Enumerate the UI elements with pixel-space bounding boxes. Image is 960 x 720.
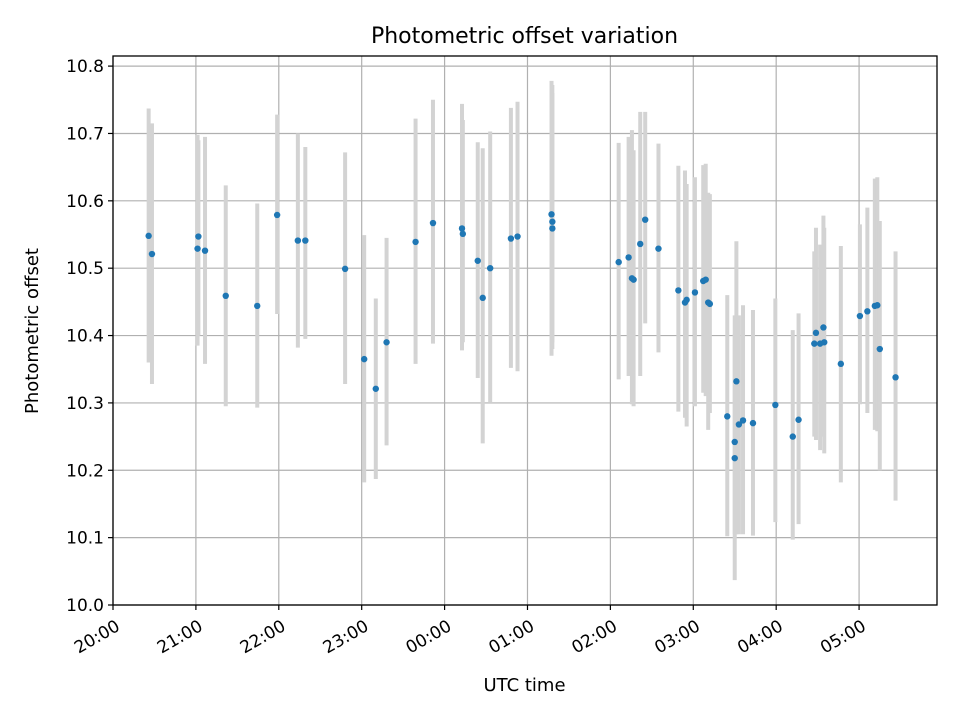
x-tick-label: 00:00 <box>403 616 455 658</box>
data-point <box>507 235 515 242</box>
y-axis-ticks: 10.0 10.1 10.2 10.3 10.4 10.5 10.6 10.7 10.8 <box>66 57 113 616</box>
data-point <box>683 296 690 304</box>
y-axis-label: Photometric offset <box>22 248 43 414</box>
data-points <box>145 211 899 462</box>
x-tick-label: 21:00 <box>154 616 206 658</box>
data-point <box>675 287 682 294</box>
data-point <box>642 216 649 223</box>
y-tick-label: 10.2 <box>66 461 104 481</box>
data-point <box>821 339 828 346</box>
data-point <box>514 233 521 240</box>
data-point <box>383 339 390 346</box>
x-tick-label: 23:00 <box>320 616 372 658</box>
data-point <box>876 345 884 353</box>
error-bars <box>146 80 898 581</box>
data-point <box>856 312 864 320</box>
data-point <box>864 308 871 315</box>
data-point <box>795 416 802 423</box>
x-axis-label: UTC time <box>483 675 565 696</box>
data-point <box>625 254 632 261</box>
data-point <box>892 374 899 381</box>
data-point <box>735 421 743 428</box>
data-point <box>637 240 644 248</box>
data-point <box>222 292 229 300</box>
data-point <box>739 417 747 424</box>
data-point <box>837 360 845 368</box>
y-tick-label: 10.8 <box>66 57 104 77</box>
data-point <box>811 340 818 347</box>
y-tick-label: 10.3 <box>66 394 104 414</box>
data-point <box>429 219 437 227</box>
data-point <box>733 378 740 385</box>
data-point <box>724 413 731 420</box>
data-point <box>195 233 202 240</box>
data-point <box>486 264 494 272</box>
data-point <box>479 294 486 302</box>
x-tick-label: 01:00 <box>486 616 538 658</box>
data-point <box>360 355 368 363</box>
data-point <box>302 237 309 244</box>
data-point <box>201 247 209 254</box>
data-point <box>341 265 349 273</box>
data-point <box>655 245 662 252</box>
data-point <box>474 257 481 264</box>
y-tick-label: 10.4 <box>66 327 104 347</box>
data-point <box>254 302 261 310</box>
data-point <box>459 230 467 238</box>
x-tick-label: 22:00 <box>237 616 289 658</box>
data-point <box>749 419 757 427</box>
y-tick-label: 10.1 <box>66 529 104 549</box>
data-point <box>549 225 556 232</box>
data-point <box>812 329 820 337</box>
data-point <box>615 258 622 266</box>
data-point <box>630 276 637 283</box>
y-tick-label: 10.6 <box>66 192 104 212</box>
data-point <box>772 401 779 409</box>
x-axis-ticks: 20:00 21:00 22:00 23:00 00:00 01:00 02:00 03:00… <box>71 605 870 658</box>
data-point <box>148 250 156 258</box>
data-point <box>731 438 738 446</box>
data-point <box>731 454 738 462</box>
data-point <box>702 276 709 283</box>
data-point <box>194 245 201 252</box>
data-point <box>145 232 152 240</box>
data-point <box>412 238 419 246</box>
data-point <box>458 225 466 232</box>
data-point <box>372 385 379 392</box>
data-point <box>294 237 302 244</box>
x-tick-label: 05:00 <box>817 616 869 658</box>
plot-frame <box>112 55 938 606</box>
data-point <box>548 211 555 218</box>
data-point <box>789 433 796 440</box>
y-tick-label: 10.0 <box>66 596 104 616</box>
data-point <box>874 302 881 309</box>
x-tick-label: 04:00 <box>734 616 786 658</box>
data-point <box>691 289 699 296</box>
data-point <box>273 211 281 219</box>
data-point <box>706 300 714 308</box>
data-point <box>549 218 556 225</box>
data-point <box>820 324 827 331</box>
x-tick-label: 02:00 <box>568 616 620 658</box>
x-tick-label: 03:00 <box>651 616 703 658</box>
y-tick-label: 10.7 <box>66 124 104 144</box>
y-tick-label: 10.5 <box>66 259 104 279</box>
x-tick-label: 20:00 <box>71 616 123 658</box>
chart-title: Photometric offset variation <box>371 24 678 49</box>
